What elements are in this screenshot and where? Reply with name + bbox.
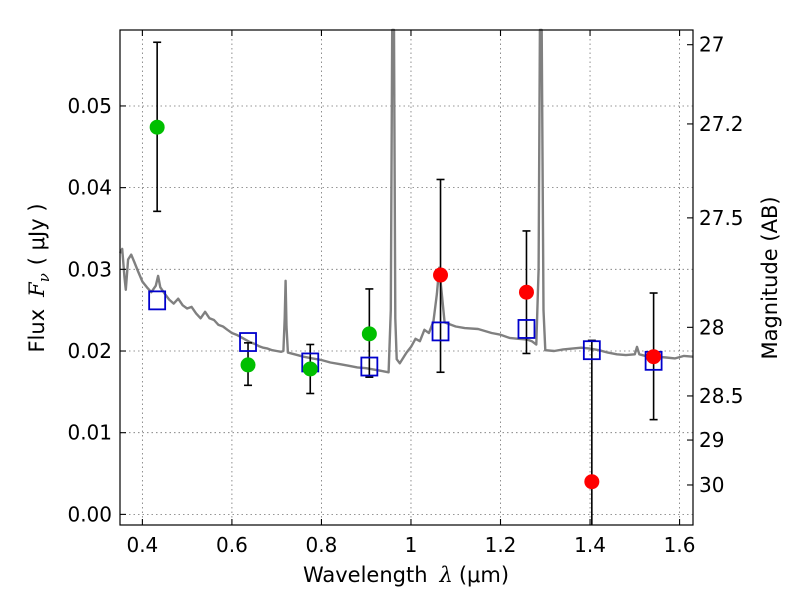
error-bars-layer [153, 41, 658, 525]
y-tick-label: 0.05 [67, 94, 112, 118]
observed-flux-point [361, 326, 377, 342]
mag-tick-label: 29 [699, 428, 724, 452]
model-photometry-square [148, 290, 167, 311]
model-photometry-square [239, 332, 257, 352]
y-axis-label: FluxFν( μJy ) [25, 203, 53, 352]
model-photometry-square [517, 319, 536, 339]
mag-tick-label: 27.2 [699, 112, 744, 136]
x-tick-label: 1.4 [574, 533, 606, 557]
observed-flux-point [646, 349, 662, 365]
y-tick-label: 0.00 [67, 502, 112, 526]
x-tick-label: 0.4 [126, 533, 158, 557]
x-tick-label: 1.2 [485, 533, 517, 557]
mag-tick-label: 28.5 [699, 384, 744, 408]
y-tick-label: 0.01 [67, 421, 112, 445]
x-tick-label: 1.6 [664, 533, 696, 557]
mag-tick-label: 27 [699, 33, 724, 57]
model-photometry-square [582, 340, 601, 361]
x-tick-label: 1 [405, 533, 418, 557]
x-tick-label: 0.8 [306, 533, 338, 557]
x-axis-label: Wavelength λ (μm) [303, 563, 509, 587]
y-tick-label: 0.02 [67, 339, 112, 363]
observed-flux-point [149, 119, 165, 135]
observed-flux-point [302, 361, 318, 377]
model-spectrum-layer [118, 28, 694, 374]
model-photometry-square [360, 356, 379, 377]
y-tick-label: 0.04 [67, 176, 112, 200]
model-spectrum-line [118, 28, 694, 374]
x-tick-label: 0.6 [216, 533, 248, 557]
grid [120, 30, 693, 525]
mag-tick-label: 30 [699, 473, 724, 497]
mag-tick-label: 28 [699, 315, 724, 339]
photometry-points-layer [148, 119, 663, 490]
observed-flux-point [433, 267, 449, 283]
model-photometry-square [431, 321, 450, 342]
axis-ticks: 0.4 0.6 0.8 1 1.2 1.4 1.6 0.00 0.01 0.02 0.03 0.04 0… [67, 30, 744, 557]
observed-flux-point [584, 474, 600, 490]
y2-axis-label: Magnitude (AB) [758, 196, 782, 359]
y-tick-label: 0.03 [67, 257, 112, 281]
plot-frame [119, 29, 694, 526]
mag-tick-label: 27.5 [699, 206, 744, 230]
observed-flux-point [518, 284, 534, 300]
observed-flux-point [240, 357, 256, 373]
